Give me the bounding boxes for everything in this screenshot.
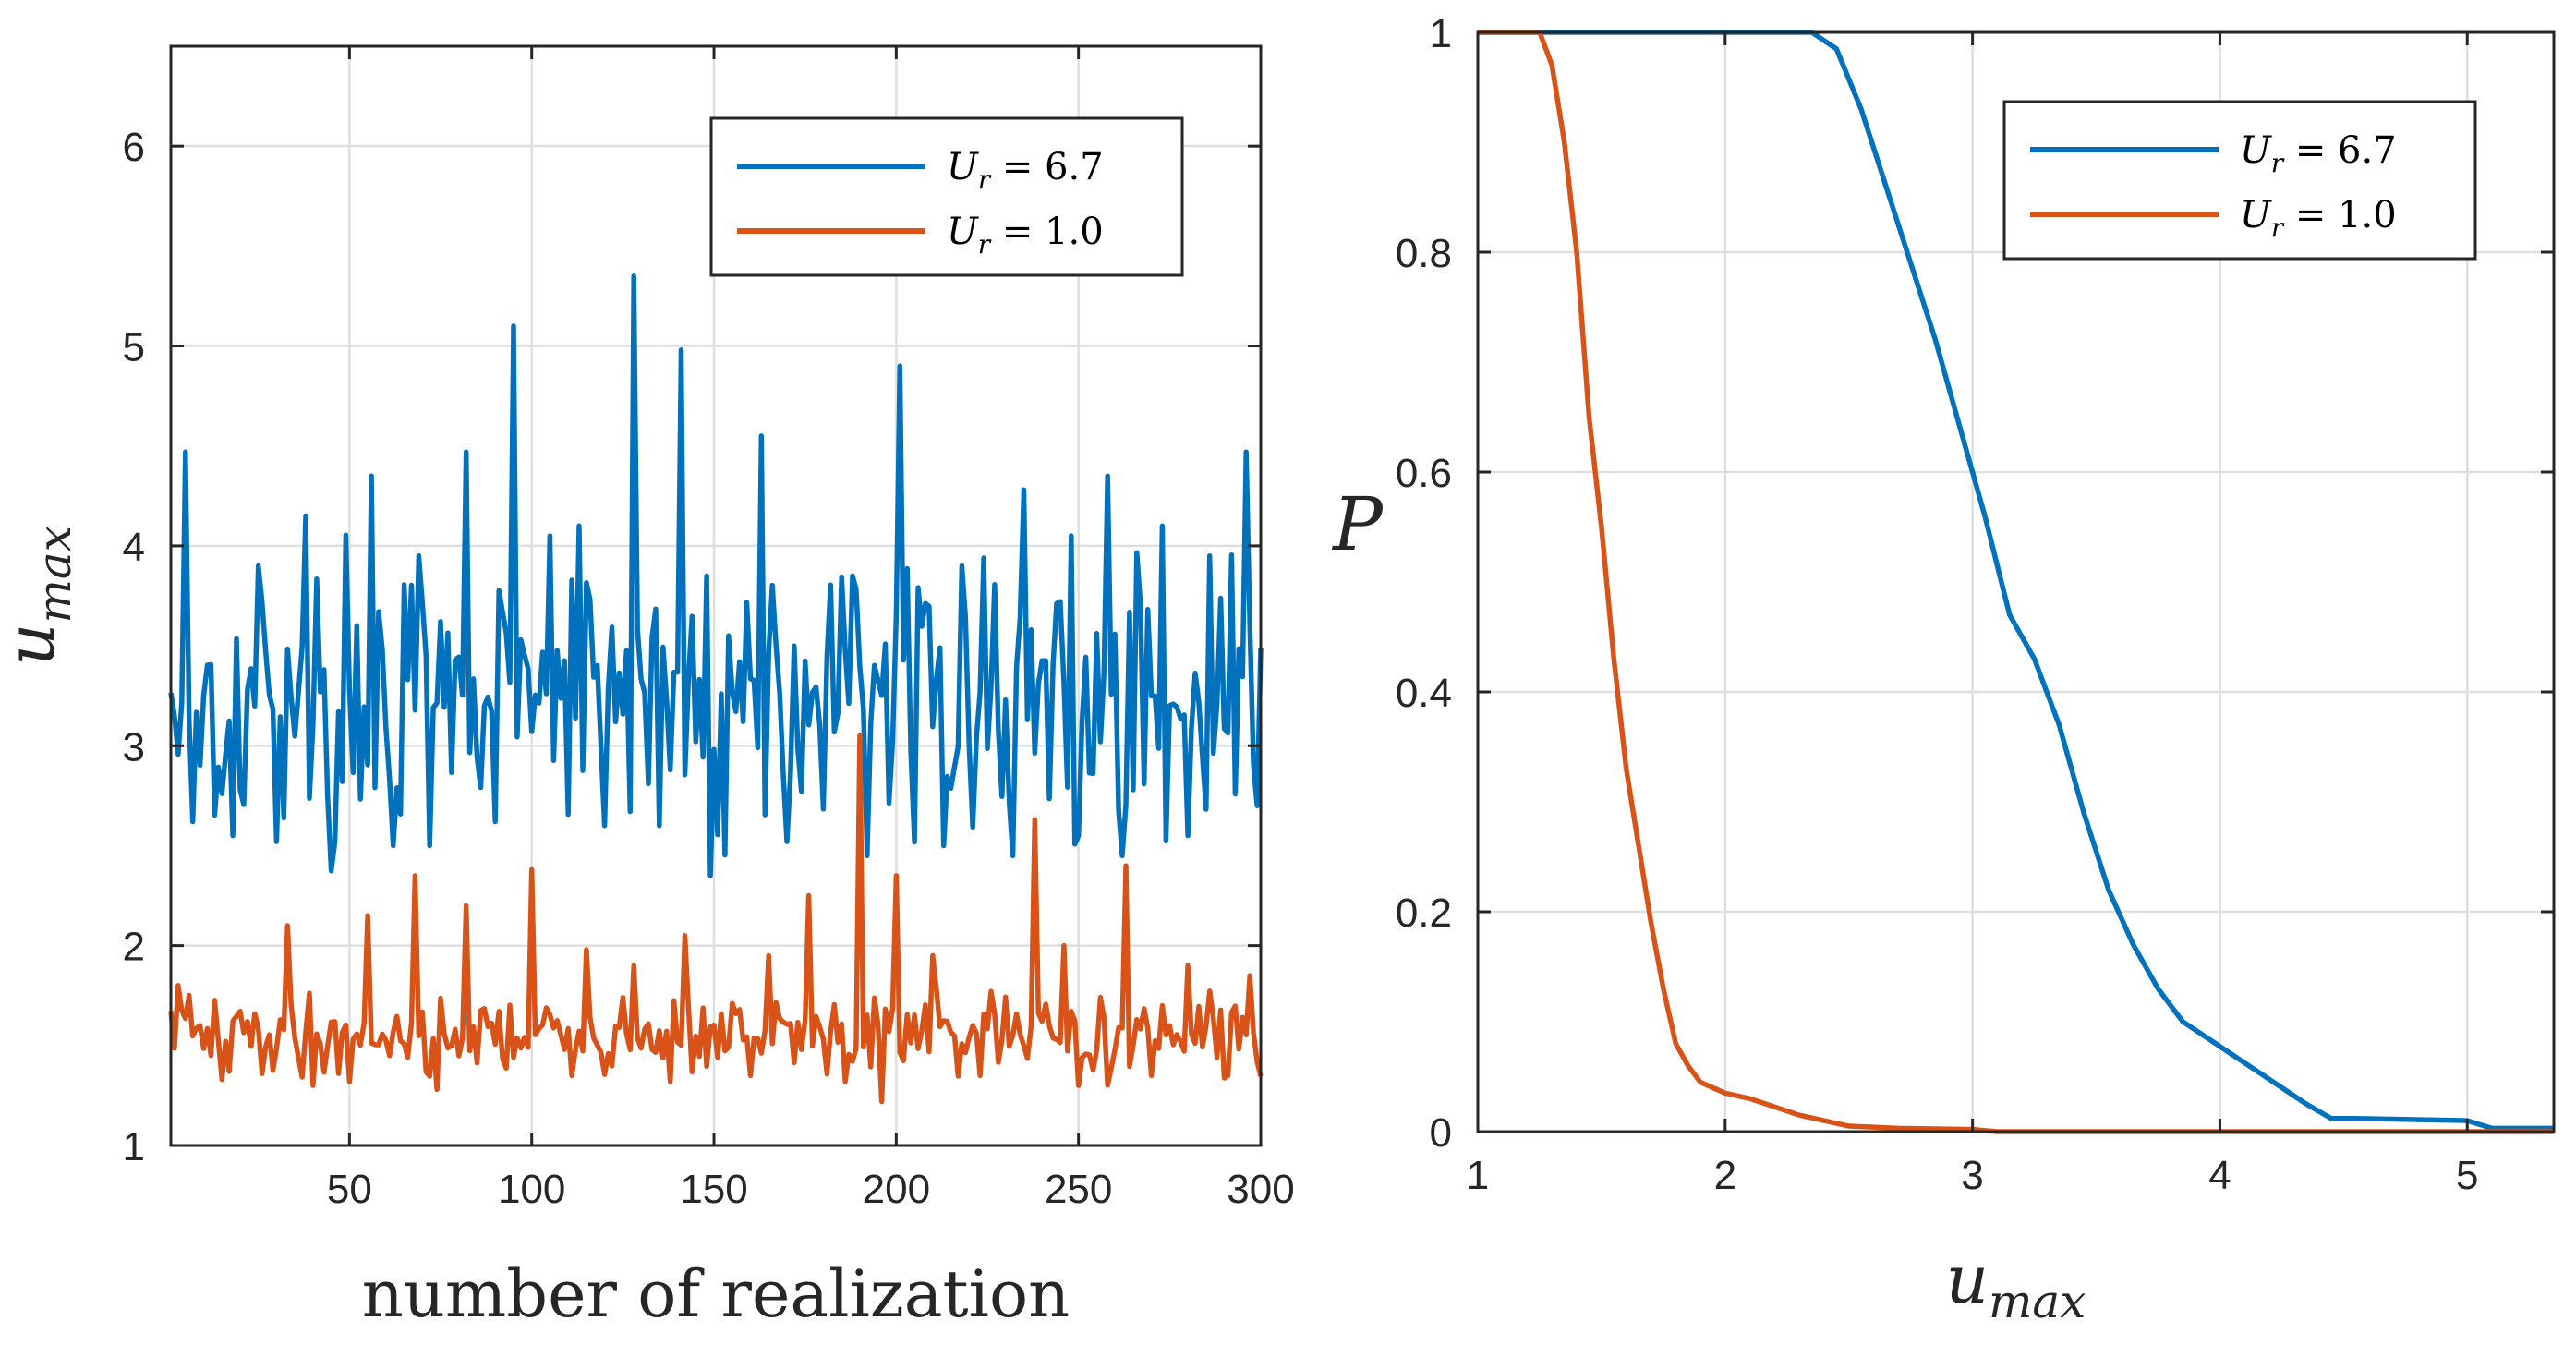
- right-chart-series: [1478, 30, 2554, 1134]
- right-x-tick-label: 1: [1467, 1153, 1489, 1198]
- left-legend-label-sub: r: [978, 229, 992, 260]
- left-legend-label-1: Ur = 6.7: [947, 146, 1104, 195]
- right-legend-label-1: Ur = 6.7: [2240, 129, 2397, 178]
- right-x-tick-label: 2: [1714, 1153, 1736, 1198]
- right-chart-panel: 1 2 3 4 500.20.40.60.81 Ur = 6.7Ur = 1.0 uma…: [1331, 11, 2556, 1328]
- right-y-tick-label: 0.4: [1396, 671, 1452, 716]
- left-x-tick-label: 200: [863, 1167, 930, 1212]
- left-x-tick-label: 150: [680, 1167, 747, 1212]
- left-y-axis-label-sub: max: [28, 526, 81, 623]
- left-legend-label-2: Ur = 1.0: [947, 211, 1104, 260]
- left-y-axis-label: umax: [0, 526, 81, 666]
- right-legend-box: [2002, 100, 2477, 261]
- right-series-line-2: [1478, 30, 2554, 1134]
- left-y-tick-label: 3: [123, 724, 145, 769]
- right-x-tick-label: 4: [2208, 1153, 2231, 1198]
- left-x-tick-label: 300: [1227, 1167, 1294, 1212]
- right-x-tick-label: 3: [1961, 1153, 1983, 1198]
- left-y-tick-label: 1: [123, 1124, 145, 1169]
- right-y-axis-label: P: [1331, 481, 1384, 567]
- right-y-tick-label: 1: [1430, 11, 1452, 56]
- left-legend-label-value: = 1.0: [990, 211, 1104, 253]
- left-x-axis-label: number of realization: [362, 1256, 1070, 1332]
- left-legend-label-sub: r: [978, 164, 992, 195]
- left-series-line-2: [168, 733, 1264, 1105]
- right-legend-label-sub: r: [2271, 212, 2285, 243]
- left-y-tick-label: 5: [123, 325, 145, 370]
- right-x-tick-label: 5: [2456, 1153, 2478, 1198]
- left-chart-frame: [169, 44, 1263, 1147]
- right-y-tick-label: 0.8: [1396, 231, 1452, 276]
- left-chart-legend: Ur = 6.7Ur = 1.0: [709, 116, 1184, 277]
- right-y-tick-label: 0: [1430, 1110, 1452, 1156]
- right-legend-label-value: = 6.7: [2283, 129, 2397, 172]
- right-chart-legend: Ur = 6.7Ur = 1.0: [2002, 100, 2477, 261]
- right-y-tick-label: 0.2: [1396, 891, 1452, 936]
- right-series-line-1: [1478, 30, 2554, 1132]
- left-x-tick-label: 50: [327, 1167, 372, 1212]
- right-y-tick-label: 0.6: [1396, 451, 1452, 496]
- left-chart-ticks: 50 100 150 200 250 300 1 2 3 4 5 6: [123, 46, 1295, 1212]
- right-chart-ticks: 1 2 3 4 5 0 0.2 0.4 0.6 0.8 1: [1396, 11, 2554, 1198]
- left-y-tick-label: 4: [123, 525, 145, 570]
- right-x-axis-label-main: u: [1946, 1241, 1989, 1318]
- left-legend-label-value: = 6.7: [990, 146, 1104, 188]
- left-series-line-1: [168, 273, 1264, 878]
- left-y-axis-label-main: u: [0, 624, 69, 666]
- left-y-tick-label: 6: [123, 125, 145, 170]
- left-legend-label-main: U: [947, 146, 979, 188]
- right-x-axis-label-sub: max: [1989, 1275, 2086, 1328]
- left-y-tick-label: 2: [123, 925, 145, 970]
- right-legend-label-sub: r: [2271, 148, 2285, 178]
- right-legend-label-2: Ur = 1.0: [2240, 194, 2397, 243]
- right-chart-frame: [1476, 30, 2556, 1133]
- left-x-tick-label: 100: [498, 1167, 565, 1212]
- right-legend-label-value: = 1.0: [2283, 194, 2397, 236]
- left-chart-series: [168, 273, 1264, 1105]
- right-legend-label-main: U: [2240, 194, 2272, 236]
- left-x-tick-label: 250: [1045, 1167, 1112, 1212]
- right-x-axis-label: umax: [1946, 1241, 2086, 1328]
- right-legend-label-main: U: [2240, 129, 2272, 172]
- left-legend-box: [709, 116, 1184, 277]
- left-legend-label-main: U: [947, 211, 979, 253]
